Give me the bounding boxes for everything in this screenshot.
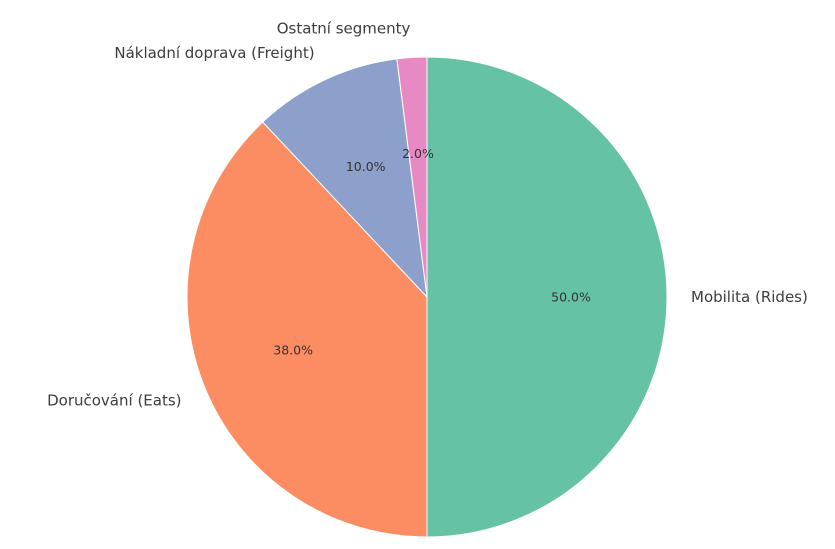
category-labels: Mobilita (Rides) Doručování (Eats) Nákladn…	[47, 20, 808, 410]
slice-category-label: Doručování (Eats)	[47, 391, 181, 409]
pie-slice	[396, 56, 428, 298]
slice-percentage-label: 50.0%	[551, 290, 591, 305]
slice-percentage-label: 38.0%	[273, 343, 313, 358]
slice-category-label: Nákladní doprava (Freight)	[114, 44, 314, 62]
slice-percentage-label: 10.0%	[346, 159, 386, 174]
pie-slice	[426, 56, 668, 538]
pie-slice	[186, 121, 428, 538]
percentage-labels: 50.0% 38.0% 10.0% 2.0%	[273, 146, 591, 358]
pie-slices	[186, 56, 668, 538]
slice-percentage-label: 2.0%	[402, 146, 434, 161]
slice-category-label: Ostatní segmenty	[277, 20, 411, 38]
slice-category-label: Mobilita (Rides)	[691, 288, 808, 306]
pie-slice	[262, 58, 428, 299]
